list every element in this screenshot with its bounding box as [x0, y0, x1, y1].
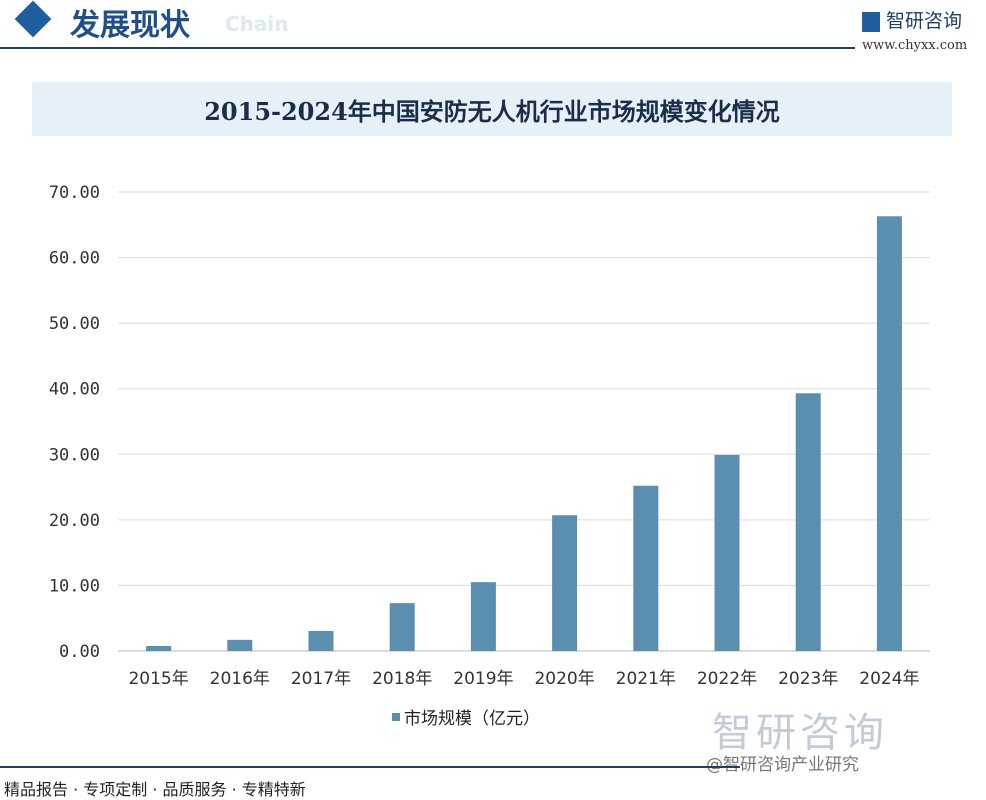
legend: 市场规模（亿元） — [392, 704, 540, 729]
x-tick-label: 2023年 — [778, 669, 838, 689]
bar — [714, 454, 740, 651]
bar — [633, 485, 659, 651]
footer-slogan: 精品报告 · 专项定制 · 品质服务 · 专精特新 — [4, 780, 306, 799]
bar — [552, 515, 578, 651]
y-tick-label: 50.00 — [49, 314, 100, 334]
logo-icon — [862, 11, 880, 32]
x-tick-label: 2022年 — [697, 669, 757, 689]
x-tick-label: 2021年 — [616, 669, 676, 689]
x-tick-label: 2017年 — [291, 669, 351, 689]
bar — [876, 216, 902, 652]
ghost-text: Chain — [225, 12, 289, 36]
footer-divider — [0, 766, 740, 768]
brand-logo: 智研咨询 — [862, 6, 962, 33]
bar — [389, 603, 415, 651]
y-tick-label: 30.00 — [49, 445, 100, 465]
y-tick-label: 10.00 — [49, 576, 100, 596]
y-tick-label: 20.00 — [49, 511, 100, 531]
chart-title: 2015-2024年中国安防无人机行业市场规模变化情况 — [32, 82, 952, 136]
legend-label: 市场规模（亿元） — [404, 709, 540, 729]
legend-swatch — [392, 712, 400, 721]
source-credit: @智研咨询产业研究 — [706, 755, 859, 775]
site-url: www.chyxx.com — [862, 38, 968, 53]
watermark-logo: 智研咨询 — [712, 710, 888, 756]
x-tick-label: 2019年 — [453, 669, 513, 689]
bar — [795, 393, 821, 651]
logo-text: 智研咨询 — [886, 10, 963, 32]
bar — [308, 631, 334, 651]
bar — [227, 639, 253, 651]
x-tick-label: 2018年 — [372, 669, 432, 689]
bar — [470, 582, 496, 651]
y-tick-label: 0.00 — [59, 642, 100, 662]
y-tick-label: 70.00 — [49, 183, 100, 203]
y-tick-label: 60.00 — [49, 249, 100, 269]
header-divider — [0, 47, 855, 49]
y-tick-label: 40.00 — [49, 380, 100, 400]
x-tick-label: 2024年 — [859, 669, 919, 689]
bar — [146, 646, 172, 651]
bar-chart: 0.00 10.00 20.00 30.00 40.00 50.00 60.00 70.00 2… — [49, 183, 930, 689]
x-tick-label: 2015年 — [128, 669, 188, 689]
section-title: 发展现状 — [70, 8, 190, 43]
x-tick-label: 2016年 — [210, 669, 270, 689]
x-tick-label: 2020年 — [534, 669, 594, 689]
